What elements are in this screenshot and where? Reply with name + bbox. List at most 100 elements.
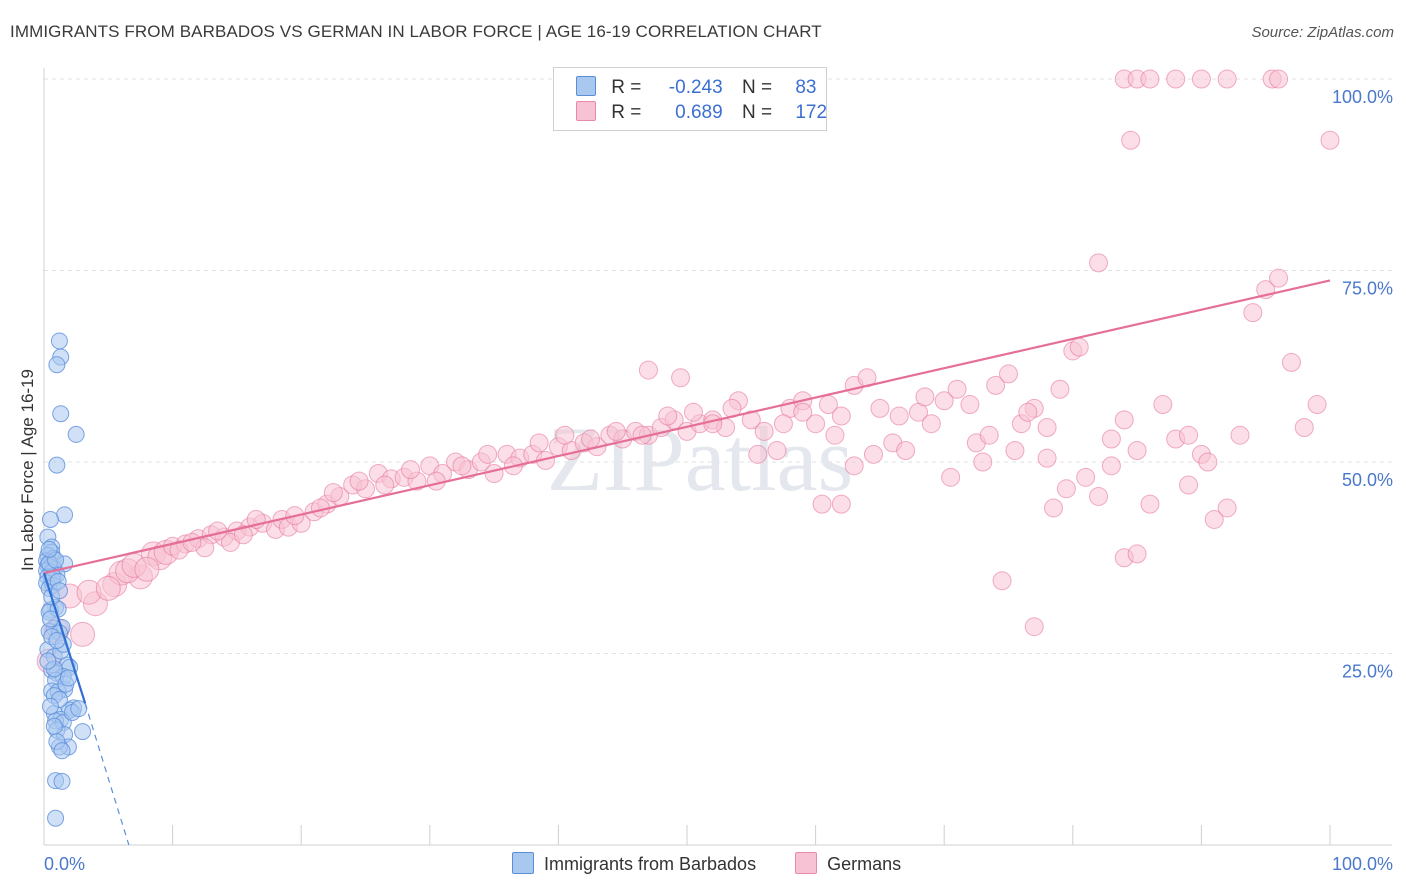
- y-tick-label: 75.0%: [1342, 279, 1393, 299]
- point-barbados: [41, 510, 59, 528]
- point-germans: [1044, 498, 1064, 518]
- point-germans: [182, 532, 202, 552]
- point-germans: [863, 444, 883, 464]
- tick-labels: 25.0% 50.0% 75.0% 100.0% 0.0% 100.0%: [44, 87, 1393, 874]
- point-germans: [1294, 418, 1314, 438]
- point-germans: [915, 387, 935, 407]
- trend-line-barbados: [42, 572, 87, 704]
- point-germans: [1089, 486, 1109, 506]
- point-germans: [806, 414, 826, 434]
- point-germans: [1127, 441, 1147, 461]
- point-germans: [896, 441, 916, 461]
- point-germans: [999, 364, 1018, 384]
- axes: [43, 68, 1392, 846]
- legend-r-value: 0.689: [675, 102, 723, 123]
- x-tick-label: 100.0%: [1332, 854, 1393, 874]
- point-barbados: [52, 405, 70, 423]
- point-germans: [555, 425, 575, 445]
- point-germans: [934, 391, 954, 411]
- trend-line-barbados-extension: [84, 703, 130, 846]
- point-germans: [1127, 544, 1147, 564]
- point-germans: [233, 525, 253, 545]
- point-barbados: [74, 723, 92, 741]
- legend-swatch-germans: [576, 101, 596, 121]
- point-germans: [960, 395, 980, 415]
- x-tick-label: 0.0%: [44, 854, 85, 874]
- point-germans: [484, 463, 504, 483]
- series-germans: [36, 69, 1340, 674]
- trend-line-germans: [43, 279, 1331, 575]
- point-barbados: [56, 506, 74, 524]
- point-germans: [683, 402, 703, 422]
- point-germans: [1217, 498, 1237, 518]
- point-barbados: [53, 772, 71, 790]
- point-germans: [1269, 268, 1289, 288]
- point-germans: [1204, 509, 1224, 529]
- legend-swatch-barbados: [512, 852, 534, 874]
- point-germans: [1153, 395, 1173, 415]
- source-label: Source: ZipAtlas.com: [1251, 24, 1394, 41]
- legend-r-value: -0.243: [668, 77, 723, 98]
- point-germans: [1179, 475, 1199, 495]
- point-germans: [478, 444, 498, 464]
- point-germans: [671, 368, 691, 388]
- point-barbados: [50, 582, 68, 600]
- point-germans: [1101, 456, 1121, 476]
- legend-n-label: N =: [741, 77, 773, 98]
- point-germans: [1198, 452, 1218, 472]
- chart-title: IMMIGRANTS FROM BARBADOS VS GERMAN IN LA…: [10, 22, 822, 41]
- legend-label-germans: Germans: [827, 854, 902, 874]
- point-germans: [831, 406, 851, 426]
- point-germans: [921, 414, 941, 434]
- point-germans: [986, 375, 1006, 395]
- point-germans: [767, 441, 787, 461]
- point-barbados: [41, 697, 59, 715]
- point-germans: [401, 460, 421, 480]
- point-germans: [1140, 494, 1160, 514]
- point-germans: [452, 456, 472, 476]
- point-germans: [426, 471, 446, 491]
- point-germans: [1243, 303, 1263, 323]
- point-germans: [323, 483, 343, 503]
- legend-row-germans: R = 0.689 N = 172: [576, 101, 827, 127]
- point-germans: [1217, 69, 1237, 89]
- point-germans: [941, 467, 961, 487]
- y-tick-label: 25.0%: [1342, 662, 1393, 682]
- point-germans: [947, 379, 967, 399]
- point-germans: [844, 456, 864, 476]
- point-germans: [793, 402, 813, 422]
- legend-n-value: 83: [795, 77, 817, 98]
- point-germans: [1024, 617, 1044, 637]
- legend-swatch-germans: [795, 852, 818, 874]
- point-germans: [134, 556, 160, 582]
- point-germans: [70, 621, 96, 647]
- point-germans: [1005, 441, 1025, 461]
- point-germans: [1230, 425, 1250, 445]
- legend-r-label: R =: [611, 77, 642, 98]
- legend-swatch-barbados: [576, 76, 596, 96]
- point-germans: [1076, 467, 1096, 487]
- point-germans: [606, 421, 626, 441]
- point-germans: [95, 575, 121, 601]
- legend-n-value: 172: [795, 102, 828, 123]
- point-germans: [1269, 69, 1289, 89]
- legend-item-germans[interactable]: Germans: [795, 852, 901, 875]
- point-germans: [741, 410, 761, 430]
- point-germans: [658, 406, 678, 426]
- correlation-legend: R = -0.243 N = 83 R = 0.689 N = 172: [553, 67, 827, 131]
- point-germans: [1191, 69, 1211, 89]
- point-barbados: [50, 332, 68, 350]
- point-barbados: [53, 742, 71, 760]
- point-germans: [1121, 130, 1141, 150]
- point-barbados: [67, 425, 85, 443]
- point-germans: [375, 475, 395, 495]
- y-axis-label: In Labor Force | Age 16-19: [18, 369, 37, 571]
- point-germans: [979, 425, 999, 445]
- point-germans: [1101, 429, 1121, 449]
- point-germans: [581, 429, 601, 449]
- point-germans: [1037, 448, 1057, 468]
- point-germans: [349, 471, 369, 491]
- legend-item-barbados[interactable]: Immigrants from Barbados: [512, 852, 756, 875]
- point-germans: [1166, 69, 1186, 89]
